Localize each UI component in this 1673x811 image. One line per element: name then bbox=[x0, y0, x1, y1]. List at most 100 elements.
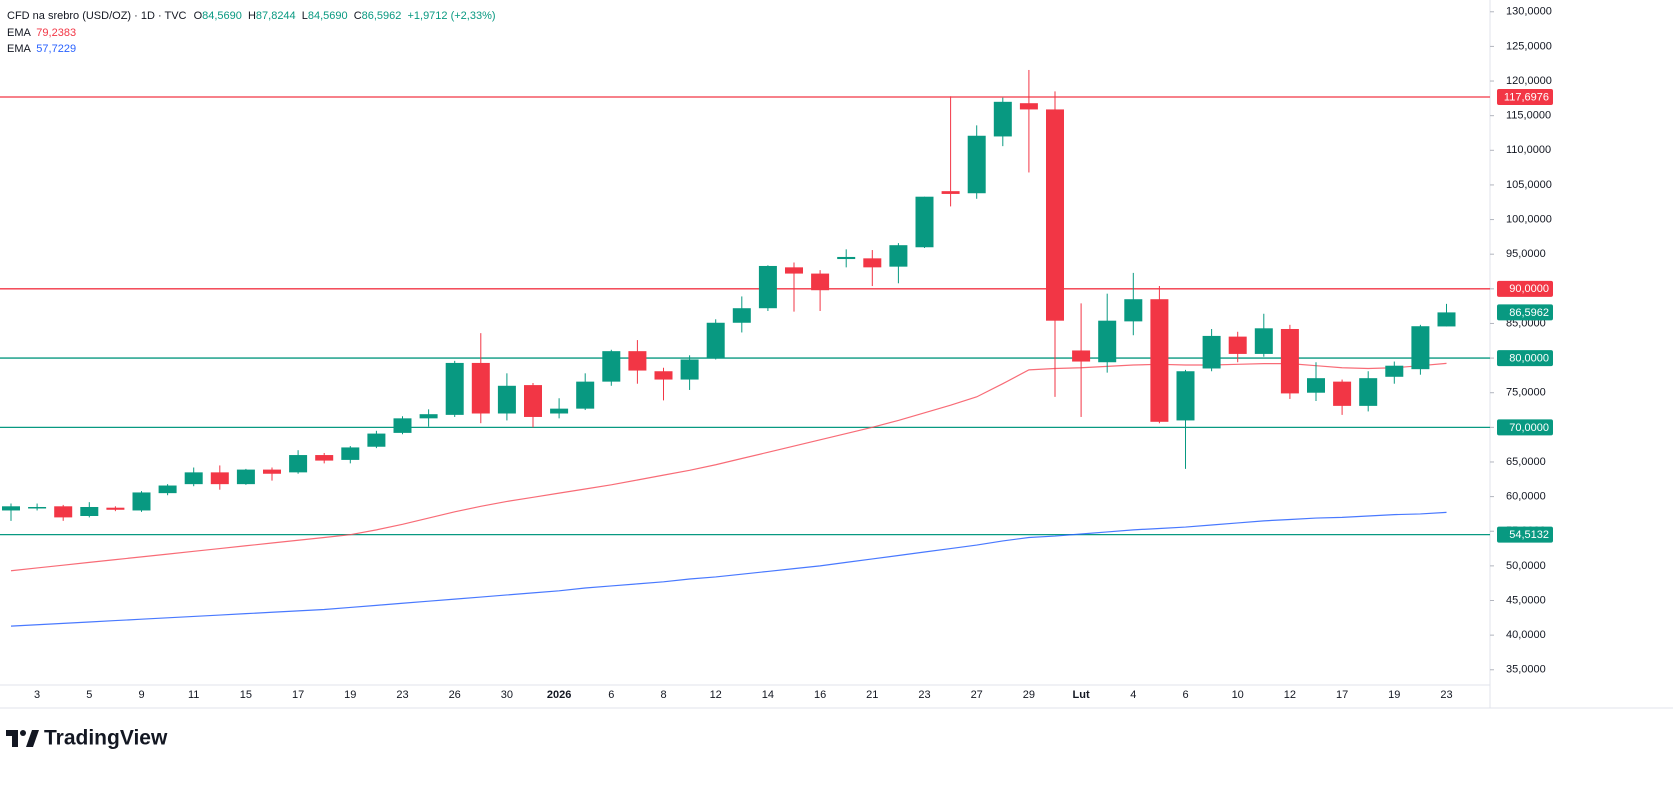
x-tick-label: 27 bbox=[971, 689, 983, 701]
level-label: 70,0000 bbox=[1509, 422, 1549, 434]
candle-body bbox=[654, 371, 673, 380]
x-tick-label: 6 bbox=[1182, 689, 1188, 701]
candle-body bbox=[28, 506, 47, 509]
ohlc-value: 86,5962 bbox=[362, 10, 402, 22]
candle-body bbox=[706, 322, 725, 359]
candle-body bbox=[132, 492, 151, 511]
candle-body bbox=[1176, 371, 1195, 421]
ohlc-value: 87,8244 bbox=[256, 10, 296, 22]
candle-body bbox=[445, 362, 464, 415]
legend-value: 79,2383 bbox=[36, 27, 76, 39]
candle-body bbox=[497, 385, 516, 414]
candle-body bbox=[1124, 299, 1143, 322]
candle-body bbox=[1280, 328, 1299, 394]
last-price-box bbox=[1497, 304, 1553, 321]
y-tick-label: 45,0000 bbox=[1506, 594, 1546, 606]
logo-mark bbox=[6, 730, 18, 747]
ohlc-letter: H bbox=[248, 10, 256, 22]
candle-body bbox=[1437, 312, 1456, 327]
brand: TradingView bbox=[44, 727, 168, 750]
candle-body bbox=[80, 506, 99, 517]
y-tick-label: 40,0000 bbox=[1506, 629, 1546, 641]
legend-ema: EMA 57,7229 bbox=[7, 43, 76, 55]
candle-body bbox=[315, 455, 334, 461]
candle-body bbox=[1411, 326, 1430, 370]
ema-lines bbox=[10, 362, 1447, 627]
candle-body bbox=[732, 308, 751, 323]
candle-body bbox=[289, 455, 308, 473]
candle-body bbox=[236, 469, 255, 485]
candle-body bbox=[393, 418, 412, 433]
legend-name: EMA bbox=[7, 43, 32, 55]
x-tick-label: 26 bbox=[449, 689, 461, 701]
legend-header: CFD na srebro (USD/OZ) · 1D · TVC O84,56… bbox=[7, 10, 496, 22]
ohlc-value: 84,5690 bbox=[308, 10, 348, 22]
candle-body bbox=[811, 273, 830, 291]
logo-mark bbox=[26, 730, 39, 747]
y-tick-label: 35,0000 bbox=[1506, 664, 1546, 676]
level-label: 54,5132 bbox=[1509, 529, 1549, 541]
y-tick-label: 125,0000 bbox=[1506, 40, 1552, 52]
level-label-box bbox=[1497, 280, 1553, 297]
candle-body bbox=[550, 408, 569, 414]
candle-body bbox=[993, 101, 1012, 137]
candle-body bbox=[758, 265, 777, 309]
levels bbox=[0, 96, 1490, 536]
candle-body bbox=[210, 472, 229, 485]
candle-body bbox=[1359, 378, 1378, 406]
level-label: 90,0000 bbox=[1509, 283, 1549, 295]
ema-line bbox=[10, 362, 1447, 572]
candle-body bbox=[863, 258, 882, 268]
level-label-box bbox=[1497, 526, 1553, 543]
candle-body bbox=[2, 506, 20, 511]
x-tick-label: 23 bbox=[1440, 689, 1452, 701]
x-tick-label: 16 bbox=[814, 689, 826, 701]
x-tick-label: 17 bbox=[1336, 689, 1348, 701]
y-tick-label: 50,0000 bbox=[1506, 560, 1546, 572]
y-tick-label: 105,0000 bbox=[1506, 179, 1552, 191]
candle-body bbox=[1385, 365, 1404, 377]
x-tick-label: 3 bbox=[34, 689, 40, 701]
axes: 35,000040,000045,000050,000055,000060,00… bbox=[34, 6, 1553, 701]
x-tick-label: Lut bbox=[1073, 689, 1090, 701]
candle-body bbox=[419, 414, 438, 419]
y-tick-label: 130,0000 bbox=[1506, 6, 1552, 18]
x-tick-label: 2026 bbox=[547, 689, 571, 701]
symbol: CFD na srebro (USD/OZ) · 1D · TVC bbox=[7, 10, 187, 22]
level-label-box bbox=[1497, 350, 1553, 367]
candle-body bbox=[367, 433, 386, 447]
x-tick-label: 19 bbox=[344, 689, 356, 701]
change: +1,9712 (+2,33%) bbox=[407, 10, 495, 22]
legend-name: EMA bbox=[7, 27, 32, 39]
x-tick-label: 15 bbox=[240, 689, 252, 701]
legend-value: 57,7229 bbox=[36, 43, 76, 55]
y-tick-label: 120,0000 bbox=[1506, 75, 1552, 87]
last-price-label: 86,5962 bbox=[1509, 307, 1549, 319]
x-tick-label: 4 bbox=[1130, 689, 1136, 701]
candle-body bbox=[1228, 336, 1247, 354]
candle-body bbox=[889, 245, 908, 267]
x-tick-label: 23 bbox=[396, 689, 408, 701]
candle-body bbox=[54, 506, 73, 518]
candle-body bbox=[602, 351, 621, 382]
candle-body bbox=[1333, 381, 1352, 406]
x-tick-label: 21 bbox=[866, 689, 878, 701]
candle-body bbox=[576, 381, 595, 409]
candles bbox=[2, 69, 1456, 521]
y-tick-label: 65,0000 bbox=[1506, 456, 1546, 468]
legend-ema: EMA 79,2383 bbox=[7, 27, 76, 39]
ohlc-value: 84,5690 bbox=[202, 10, 242, 22]
y-tick-label: 75,0000 bbox=[1506, 387, 1546, 399]
candle-body bbox=[471, 362, 490, 414]
x-tick-label: 5 bbox=[86, 689, 92, 701]
ohlc-letter: L bbox=[302, 10, 308, 22]
candle-body bbox=[785, 267, 803, 274]
candle-body bbox=[524, 385, 542, 417]
x-tick-label: 23 bbox=[918, 689, 930, 701]
x-tick-label: 14 bbox=[762, 689, 774, 701]
x-tick-label: 17 bbox=[292, 689, 304, 701]
logo-mark bbox=[20, 730, 26, 736]
x-tick-label: 30 bbox=[501, 689, 513, 701]
candle-body bbox=[941, 191, 960, 194]
